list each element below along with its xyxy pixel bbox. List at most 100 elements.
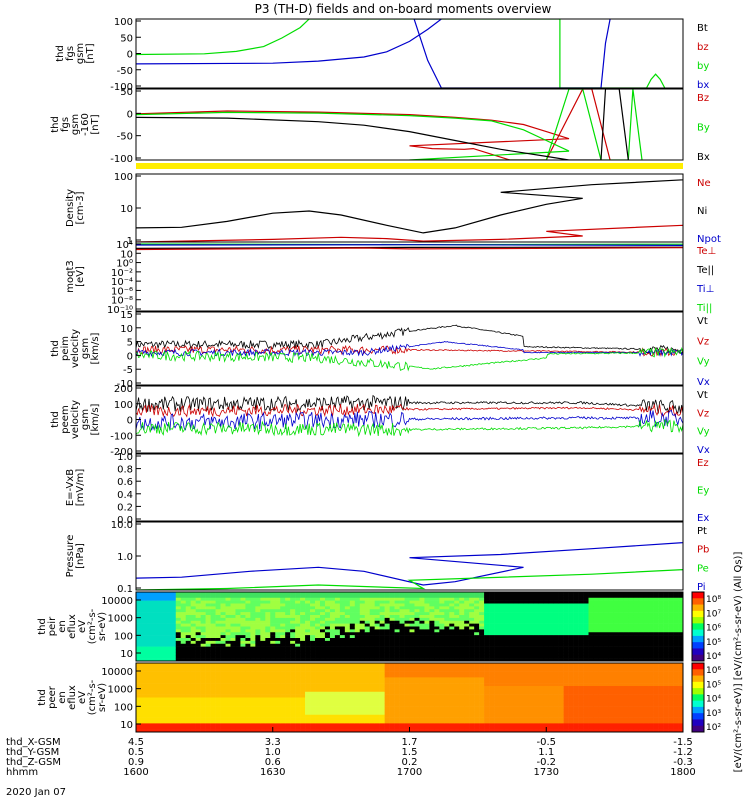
panel-frame [136, 242, 683, 311]
y-tick-label: 10 [120, 324, 133, 335]
y-tick-label: 100 [114, 172, 133, 183]
y-axis-label: Pressure [nPa] [65, 535, 86, 578]
y-tick-label: 1000 [108, 685, 133, 696]
legend-entry: Vy [697, 357, 710, 368]
colorbar-tick-label: 10⁶ [706, 666, 721, 676]
panel-frame [136, 19, 683, 88]
y-axis-label: Density [cm-3] [65, 189, 86, 227]
panel-frame [136, 454, 683, 521]
y-tick-label: 100 [114, 17, 133, 28]
y-tick-label: 0.8 [117, 465, 133, 476]
y-tick-label: 10.0 [111, 520, 133, 531]
y-axis-label: thd fgs gsm -160 [nT] [50, 113, 101, 136]
colorbar-tick-label: 10² [706, 723, 721, 733]
series-Ni-line [136, 177, 750, 233]
series-Vy-line [136, 420, 683, 436]
series-Bz-line [136, 89, 610, 160]
legend-entry: Bt [697, 23, 708, 34]
legend-entry: Vz [697, 336, 709, 347]
panel-7: 1.00.80.60.40.20.0E=-VxB [mV/m]EzEyEx [65, 452, 709, 526]
legend-entry: Npot [697, 234, 721, 245]
series-Pi-line [136, 540, 750, 585]
y-tick-label: 15 [120, 310, 133, 321]
legend-entry: Pb [697, 545, 709, 556]
y-axis-label: E=-VxB [mV/m] [65, 469, 86, 507]
series-By-line [136, 89, 642, 160]
legend-entry: bx [697, 80, 709, 91]
date-label: 2020 Jan 07 [6, 787, 66, 798]
y-tick-label: 0.2 [117, 502, 133, 513]
y-tick-label: -100 [110, 154, 133, 165]
x-axis-labels: thd_X-GSM 4.5 3.3 1.7 -0.5 -1.5thd_Y-GSM 0.5 1.… [6, 727, 696, 798]
colorbar-tick-label: 10⁵ [706, 638, 721, 648]
y-tick-label: 0 [127, 416, 133, 427]
y-tick-label: 10 [120, 720, 133, 731]
y-tick-label: -100 [110, 431, 133, 442]
x-row-value: 1600 [123, 767, 148, 778]
y-tick-label: 10 [120, 649, 133, 660]
y-tick-label: 1.0 [117, 452, 133, 463]
y-axis-label-line: [eV] [75, 266, 86, 287]
y-tick-label: -5 [123, 365, 133, 376]
series-Vz-line [136, 404, 683, 417]
panel-5: 151050-5-10thd peim velocity gsm [km/s]VtVzV… [50, 310, 710, 390]
legend-entry: bz [697, 42, 709, 53]
legend-entry: Vt [697, 390, 708, 401]
series-Pe-line [136, 567, 729, 590]
legend-entry: By [697, 123, 710, 134]
legend-entry: Vz [697, 408, 709, 419]
panel-1: 100 50 0 -50 -100 thd fgs gsm [nT] Bt bz by bx [55, 17, 709, 93]
legend-entry: Vt [697, 316, 708, 327]
panel-3: 100 10 1 Density [cm-3] Ne Ni Npot [65, 172, 750, 247]
quality-flag-bar [136, 163, 683, 169]
y-tick-label: 5 [127, 338, 133, 349]
y-axis-label-line: [km/s] [90, 403, 101, 435]
colorbar-2: 10⁶10⁵10⁴10³10² [692, 663, 721, 733]
y-tick-label: 0.1 [117, 584, 133, 595]
y-axis-label-line: [mV/m] [75, 469, 86, 507]
y-axis-label-line: sr-eV) [97, 683, 108, 712]
x-row-value: 1700 [397, 767, 422, 778]
legend-entry: Ey [697, 486, 709, 497]
y-tick-label: -50 [117, 66, 133, 77]
x-row-name: hhmm [6, 767, 38, 778]
y-axis-label: thd peer en eflux eV (cm²-s-sr-eV) [37, 679, 108, 715]
series-Bx-line [136, 89, 628, 160]
series-Ti-line [136, 245, 683, 246]
legend-entry: Bz [697, 93, 709, 104]
y-tick-label: 0 [127, 50, 133, 61]
y-tick-label: 50 [120, 33, 133, 44]
y-tick-label: 200 [114, 384, 133, 395]
colorbar-tick-label: 10⁵ [706, 680, 721, 690]
y-tick-label: 50 [120, 87, 133, 98]
legend-entry: Ex [697, 513, 709, 524]
spectrogram-2: 10000100010010thd peer en eflux eV (cm²-s-sr-… [37, 663, 683, 732]
legend-entry: Te⊥ [696, 246, 716, 257]
y-tick-label: 1.0 [117, 552, 133, 563]
panels: 100500-50-100thd fgs gsm [nT]Btbzbybx500-50… [37, 17, 750, 772]
colorbar-tick-label: 10⁶ [706, 624, 721, 634]
legend-entry: Ti⊥ [696, 284, 714, 295]
colorbar-tick-label: 10⁴ [706, 695, 721, 705]
legend-entry: Pt [697, 526, 707, 537]
y-tick-label: 100 [114, 631, 133, 642]
y-tick-label: 1000 [108, 614, 133, 625]
legend-entry: Te|| [696, 265, 714, 276]
y-tick-label: 0.4 [117, 490, 133, 501]
legend-entry: Ez [697, 458, 709, 469]
panel-2: 500-50-100thd fgs gsm -160 [nT]BzByBx [50, 87, 710, 165]
y-tick-label: 10 [120, 204, 133, 215]
colorbar-tick-label: 10⁷ [706, 609, 721, 619]
y-axis-label-line: [nT] [85, 43, 96, 63]
series-Vt-line [136, 396, 683, 414]
colorbar-tick-label: 10⁴ [706, 652, 721, 662]
y-axis-label-line: sr-eV) [97, 612, 108, 641]
y-tick-label: 100 [114, 400, 133, 411]
colorbar-label: [eV/(cm²-s-sr-eV)] [eV/(cm²-s-sr-eV) (Al… [733, 552, 744, 773]
x-row-value: 1800 [670, 767, 695, 778]
y-tick-label: 0 [127, 351, 133, 362]
figure-title: P3 (TH-D) fields and on-board moments ov… [255, 2, 552, 16]
y-axis-label: thd peir en eflux eV (cm²-s-sr-eV) [37, 608, 108, 644]
colorbar-tick-label: 10⁸ [706, 595, 721, 605]
